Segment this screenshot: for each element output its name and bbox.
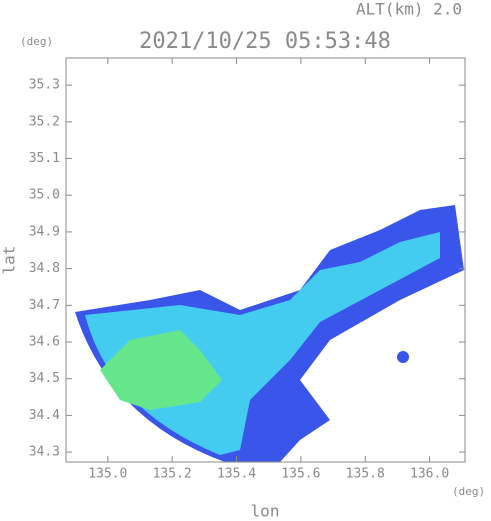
y-tick-label: 35.2 xyxy=(29,114,60,129)
echo-cell xyxy=(397,351,409,363)
y-tick-label: 35.0 xyxy=(29,188,60,203)
x-unit: (deg) xyxy=(452,485,485,498)
chart-title: 2021/10/25 05:53:48 xyxy=(139,29,391,54)
x-tick-label: 135.4 xyxy=(217,467,256,482)
y-tick-label: 34.5 xyxy=(29,371,60,386)
x-tick-label: 135.2 xyxy=(153,467,192,482)
chart-subtitle: ALT(km) 2.0 xyxy=(356,0,462,19)
y-unit: (deg) xyxy=(20,35,53,48)
y-tick-label: 34.3 xyxy=(29,445,60,460)
echo-strong xyxy=(100,330,222,410)
y-tick-label: 34.9 xyxy=(29,224,60,239)
x-tick-label: 135.6 xyxy=(281,467,320,482)
x-tick-label: 135.0 xyxy=(88,467,127,482)
x-axis-label: lon xyxy=(251,502,280,521)
x-tick-label: 136.0 xyxy=(410,467,449,482)
plot-frame xyxy=(65,57,466,463)
y-tick-label: 34.8 xyxy=(29,261,60,276)
y-tick-label: 34.6 xyxy=(29,335,60,350)
y-tick-label: 34.4 xyxy=(29,408,60,423)
y-tick-label: 35.3 xyxy=(29,78,60,93)
y-tick-label: 35.1 xyxy=(29,151,60,166)
radar-echo xyxy=(75,205,464,462)
x-tick-label: 135.8 xyxy=(346,467,385,482)
y-tick-label: 34.7 xyxy=(29,298,60,313)
y-axis-label: lat xyxy=(0,246,19,275)
